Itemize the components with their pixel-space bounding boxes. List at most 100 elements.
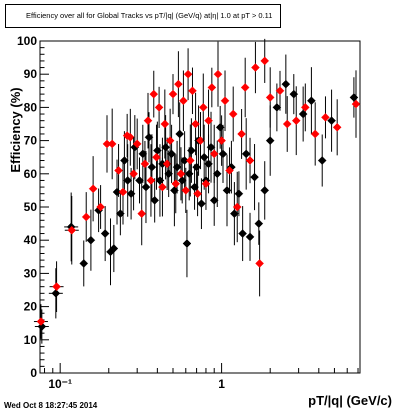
data-point — [146, 176, 156, 185]
data-point — [241, 149, 251, 159]
data-point — [228, 109, 238, 119]
data-point — [174, 79, 183, 89]
data-point — [300, 103, 310, 112]
data-point — [168, 89, 178, 99]
data-point — [79, 259, 89, 268]
data-point — [209, 149, 219, 159]
data-point — [129, 169, 138, 179]
plot-frame — [39, 40, 361, 374]
data-point — [251, 63, 260, 72]
data-point — [192, 162, 201, 172]
data-point — [141, 182, 151, 192]
y-tick-label: 20 — [24, 300, 38, 314]
data-point — [282, 119, 292, 129]
data-point — [332, 122, 342, 132]
data-point — [109, 244, 119, 253]
data-point — [125, 132, 135, 142]
data-point — [158, 182, 167, 192]
data-point — [225, 166, 234, 175]
data-point — [237, 129, 246, 139]
y-tick-label: 80 — [24, 100, 38, 114]
timestamp: Wed Oct 8 18:27:45 2014 — [4, 401, 98, 410]
data-point — [317, 156, 327, 165]
data-point — [191, 119, 200, 129]
data-point — [185, 156, 195, 165]
data-point — [188, 86, 197, 96]
data-point — [135, 176, 144, 185]
data-series — [33, 38, 361, 344]
data-point — [180, 156, 189, 165]
x-tick-label: 1 — [218, 377, 225, 391]
y-tick-label: 40 — [24, 233, 38, 247]
data-point — [207, 83, 217, 92]
y-tick-label: 70 — [24, 134, 38, 148]
x-tick-label: 10⁻¹ — [48, 377, 72, 391]
data-point — [160, 119, 170, 129]
data-point — [183, 69, 193, 79]
data-point — [193, 189, 202, 199]
data-point — [187, 146, 196, 155]
data-point — [143, 116, 153, 126]
x-axis-title: pT/|q| (GeV/c) — [308, 393, 392, 408]
data-point — [149, 89, 159, 99]
y-tick-label: 90 — [24, 67, 38, 81]
data-point — [198, 103, 208, 112]
y-tick-label: 100 — [17, 34, 37, 48]
data-point — [167, 149, 176, 159]
data-point — [245, 232, 255, 242]
data-point — [240, 83, 250, 92]
data-point — [260, 56, 270, 66]
data-point — [147, 162, 157, 172]
data-point — [181, 186, 191, 195]
data-point — [165, 136, 175, 145]
data-point — [172, 162, 182, 172]
data-point — [51, 288, 61, 298]
data-point — [321, 113, 330, 122]
data-point — [310, 129, 320, 139]
data-point — [86, 235, 96, 245]
data-point — [182, 239, 192, 248]
data-point — [245, 156, 255, 165]
data-point — [250, 172, 259, 182]
series-black — [34, 54, 359, 344]
data-point — [199, 152, 209, 162]
data-point — [179, 96, 188, 106]
data-point — [291, 116, 301, 126]
data-point — [265, 93, 275, 102]
data-point — [161, 142, 170, 152]
data-point — [281, 79, 291, 89]
data-point — [298, 109, 308, 119]
data-point — [327, 116, 336, 126]
data-point — [150, 196, 160, 205]
chart-title: Efficiency over all for Global Tracks vs… — [5, 4, 281, 28]
data-point — [120, 156, 129, 165]
data-point — [88, 184, 98, 194]
data-point — [255, 259, 264, 268]
data-point — [232, 202, 242, 212]
data-point — [213, 69, 223, 79]
data-point — [52, 282, 61, 292]
data-point — [118, 187, 128, 197]
axis-ticks — [40, 40, 359, 374]
data-point — [254, 219, 264, 228]
y-tick-label: 50 — [24, 200, 38, 214]
axis-frame — [39, 40, 361, 374]
data-point — [175, 129, 185, 139]
y-tick-label: 10 — [24, 333, 38, 347]
data-point — [197, 199, 206, 209]
data-point — [171, 179, 181, 189]
data-point — [349, 93, 359, 102]
data-point — [184, 169, 194, 179]
data-point — [67, 225, 77, 235]
data-point — [114, 166, 123, 175]
data-point — [275, 86, 285, 96]
data-point — [176, 169, 186, 179]
data-point — [152, 152, 161, 162]
data-point — [36, 317, 46, 326]
data-point — [204, 116, 213, 126]
y-tick-label: 60 — [24, 167, 38, 181]
data-point — [100, 229, 110, 238]
data-point — [351, 99, 361, 109]
tick-labels: 0 10 20 30 40 50 60 70 80 90 100 10⁻¹ 1 — [17, 34, 225, 391]
y-tick-label: 0 — [30, 366, 37, 380]
